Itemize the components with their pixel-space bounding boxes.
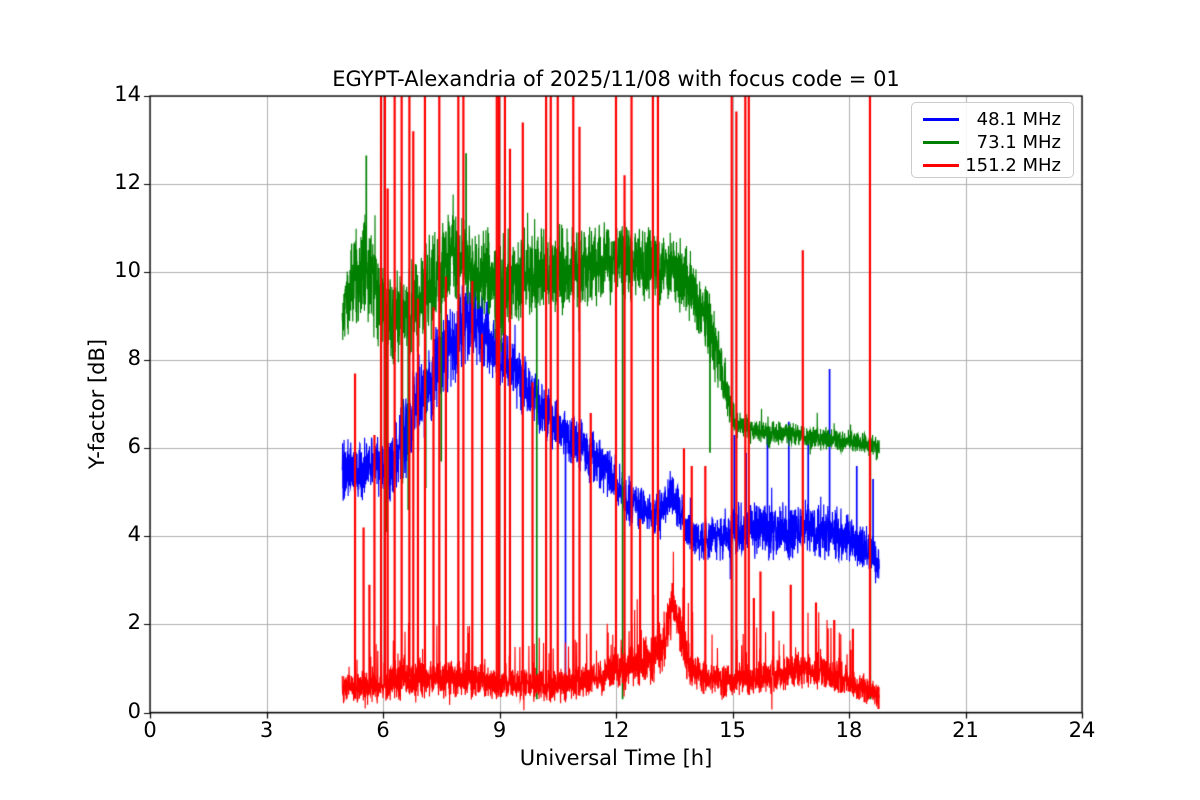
y-tick-label: 12 <box>114 170 141 195</box>
x-tick-label: 24 <box>1068 718 1096 742</box>
y-tick-label: 0 <box>127 698 141 723</box>
x-tick-label: 12 <box>602 718 630 742</box>
x-tick-label: 0 <box>143 718 157 742</box>
legend-entry-151-2mhz: 151.2 MHz <box>912 154 1073 177</box>
x-tick-label: 6 <box>376 718 390 742</box>
x-tick-label: 21 <box>952 718 979 742</box>
x-tick-label: 18 <box>835 718 863 742</box>
y-tick-label: 4 <box>127 522 141 547</box>
legend-line-swatch-green <box>923 141 959 144</box>
y-tick-label: 8 <box>127 346 141 371</box>
y-tick-label: 2 <box>127 610 141 635</box>
x-tick-label: 3 <box>259 718 274 742</box>
chart-title: EGYPT-Alexandria of 2025/11/08 with focu… <box>332 67 900 91</box>
legend-label: 48.1 MHz <box>976 108 1061 130</box>
legend-entry-48-1mhz: 48.1 MHz <box>912 108 1073 131</box>
x-axis-label: Universal Time [h] <box>519 746 713 770</box>
legend-line-swatch-blue <box>923 118 959 121</box>
y-tick-label: 6 <box>127 434 141 459</box>
y-tick-label: 10 <box>114 258 141 283</box>
x-tick-label: 9 <box>492 718 507 742</box>
y-tick-label: 14 <box>114 82 141 106</box>
legend-label: 151.2 MHz <box>965 154 1061 176</box>
legend: 48.1 MHz 73.1 MHz 151.2 MHz <box>911 102 1074 178</box>
x-tick-label: 15 <box>719 718 746 742</box>
legend-line-swatch-red <box>923 164 959 167</box>
legend-entry-73-1mhz: 73.1 MHz <box>912 131 1073 154</box>
legend-label: 73.1 MHz <box>976 131 1061 153</box>
